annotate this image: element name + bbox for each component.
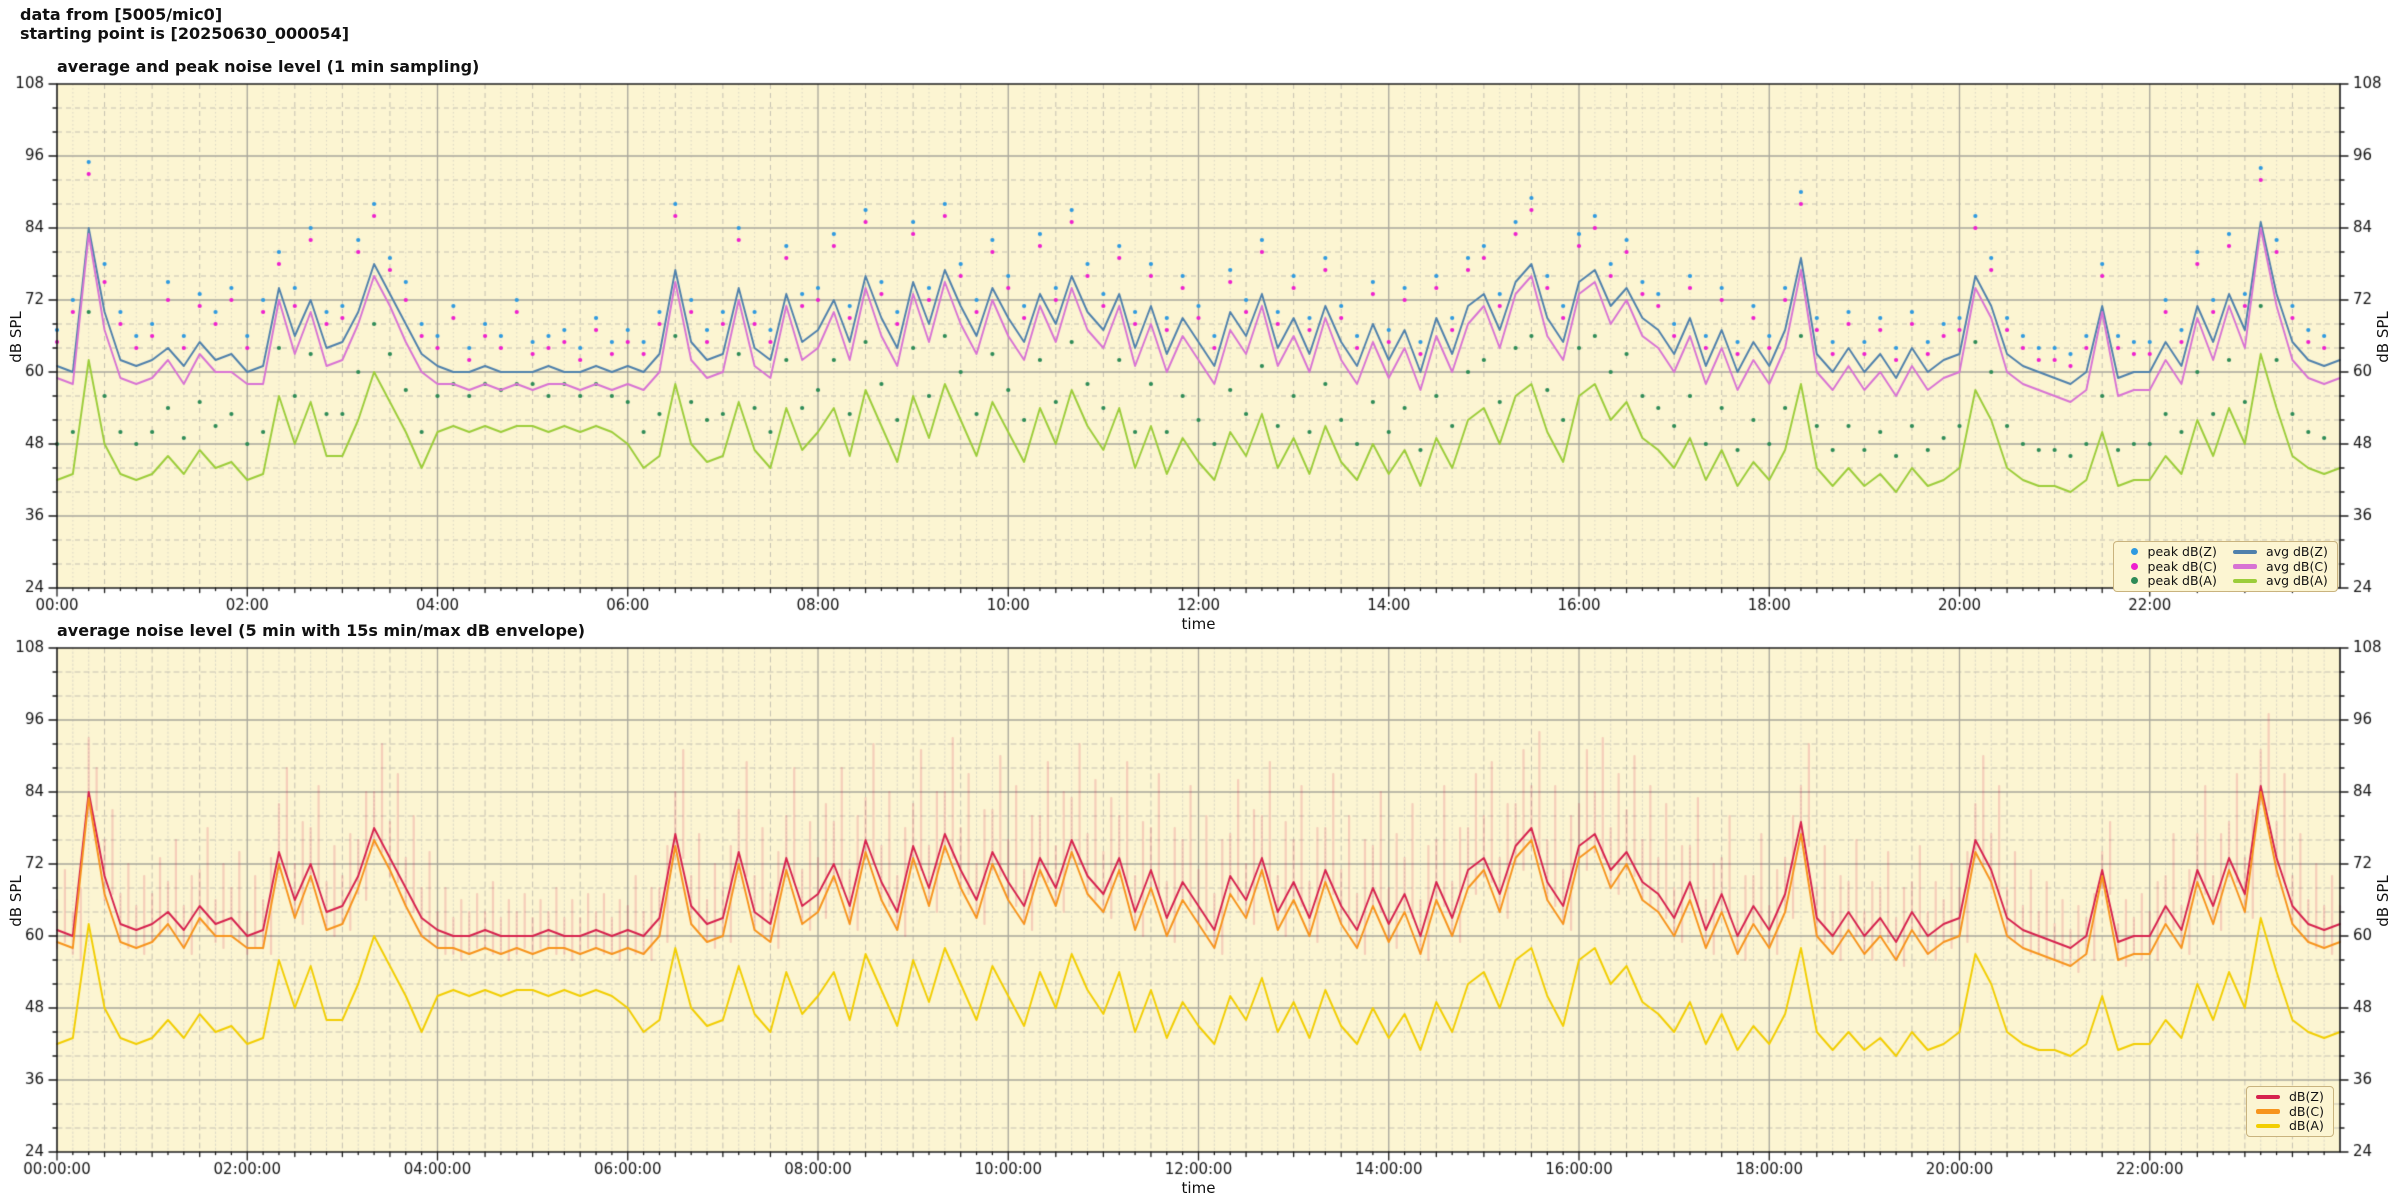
legend-entry-avg-db-c-: avg dB(C) [2233,558,2328,574]
chart1-legend: peak dB(Z) peak dB(C) peak dB(A) avg dB(Z) a… [2112,541,2338,592]
chart2-title: average noise level (5 min with 15s min/… [57,621,586,640]
legend-label: dB(A) [2289,1118,2324,1133]
header: data from [5005/mic0] starting point is [… [20,5,349,43]
chart2-ylabel-left: dB SPL [7,875,25,927]
legend-label: peak dB(C) [2147,558,2218,574]
legend-label: peak dB(A) [2147,573,2217,588]
line-swatch-icon [2256,1109,2280,1114]
legend-entry-avg-db-a-: avg dB(A) [2233,574,2328,588]
legend-label: peak dB(Z) [2147,544,2217,559]
legend-entry-avg-db-z-: avg dB(Z) [2233,545,2328,559]
legend-label: avg dB(Z) [2266,544,2328,559]
dot-swatch-icon [2130,577,2138,585]
dot-swatch-icon [2130,548,2138,556]
chart1-ylabel-left: dB SPL [7,311,25,363]
legend-label: avg dB(A) [2266,573,2328,588]
chart2-xlabel: time [1181,1179,1216,1197]
legend-entry-peak-db-c-: peak dB(C) [2123,558,2218,574]
legend-entry-db-z-: dB(Z) [2256,1090,2324,1104]
line-swatch-icon [2256,1123,2280,1128]
legend-entry-peak-db-z-: peak dB(Z) [2123,545,2218,559]
header-line-1: data from [5005/mic0] [20,5,223,24]
line-swatch-icon [2233,578,2258,583]
chart1-ylabel-right: dB SPL [2374,311,2392,363]
legend-entry-db-a-: dB(A) [2256,1119,2324,1133]
line-swatch-icon [2233,549,2258,554]
legend-entry-peak-db-a-: peak dB(A) [2123,574,2218,588]
line-swatch-icon [2233,564,2258,569]
chart2-legend: dB(Z) dB(C) dB(A) [2246,1086,2334,1137]
legend-label: dB(Z) [2289,1089,2324,1104]
chart1-title: average and peak noise level (1 min samp… [57,57,480,76]
header-line-2: starting point is [20250630_000054] [20,24,350,43]
legend-label: dB(C) [2289,1103,2324,1119]
chart2-ylabel-right: dB SPL [2374,875,2392,927]
dot-swatch-icon [2130,562,2138,570]
chart1-xlabel: time [1181,615,1216,633]
line-swatch-icon [2256,1094,2280,1099]
legend-label: avg dB(C) [2266,558,2328,574]
legend-entry-db-c-: dB(C) [2256,1103,2324,1119]
